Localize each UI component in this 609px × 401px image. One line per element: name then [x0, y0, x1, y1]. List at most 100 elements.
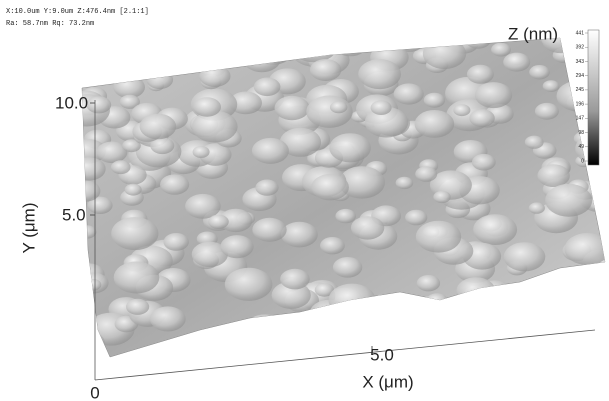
grain [208, 215, 229, 229]
grain [469, 109, 494, 127]
colorbar-label: 49 [578, 144, 584, 150]
grain [85, 279, 102, 291]
grain [69, 331, 105, 356]
grain [306, 96, 352, 128]
grain [503, 53, 530, 72]
grain [577, 270, 600, 286]
x-tick-label: 0 [90, 383, 99, 401]
grain [329, 28, 354, 45]
grain [160, 174, 189, 194]
grain [464, 20, 493, 40]
grain [395, 32, 424, 52]
grain [252, 218, 286, 242]
grain [529, 202, 545, 213]
roughness: Ra: 58.7nm Rq: 73.2nm [6, 20, 94, 28]
grain [525, 136, 544, 149]
grain [473, 214, 517, 245]
grain [244, 314, 286, 343]
grain [543, 80, 560, 92]
grain [405, 210, 427, 226]
grain [358, 59, 401, 89]
grain [475, 82, 512, 108]
colorbar-label: 343 [576, 59, 585, 65]
grain [326, 34, 346, 48]
y-tick-label: 10.0 [55, 93, 88, 112]
grain [281, 222, 318, 248]
grain [329, 284, 376, 317]
y-tick-label: 5.0 [62, 205, 86, 224]
grain [86, 96, 111, 113]
grain [310, 44, 328, 56]
grain [394, 83, 424, 104]
afm-figure: X:10.0um Y:9.0um Z:476.4nm [2.1:1] Ra: 5… [0, 0, 609, 401]
grain [467, 65, 494, 84]
grain [111, 217, 158, 250]
colorbar-label: 441 [576, 30, 585, 36]
grain [70, 180, 101, 201]
grain [371, 100, 392, 115]
grain [250, 34, 294, 65]
scan-info: X:10.0um Y:9.0um Z:476.4nm [2.1:1] [6, 8, 149, 16]
grain [301, 306, 345, 337]
grain [333, 257, 362, 278]
grain [290, 29, 337, 62]
grain [220, 235, 253, 258]
y-axis-title: Y (μm) [19, 202, 38, 253]
colorbar [588, 30, 599, 165]
colorbar-label: 392 [576, 45, 585, 51]
grain [566, 0, 592, 12]
grain [532, 289, 560, 309]
grain [320, 237, 345, 254]
grain [199, 65, 230, 87]
grain [164, 233, 189, 251]
grain [424, 93, 445, 108]
grain [198, 37, 225, 56]
colorbar-title: Z (nm) [508, 24, 558, 43]
colorbar-label: 0 [581, 158, 584, 164]
grain [508, 292, 537, 312]
grain [456, 277, 495, 304]
grain [193, 146, 210, 158]
grain [413, 16, 457, 47]
grain [252, 138, 289, 164]
x-tick-label: 5.0 [370, 345, 394, 364]
grain [417, 275, 440, 291]
grain [111, 32, 144, 55]
grain [411, 26, 443, 48]
grain [485, 309, 505, 323]
grain [329, 133, 371, 162]
grain [147, 71, 174, 90]
grain [416, 221, 461, 253]
grain [125, 184, 142, 196]
grain [117, 50, 139, 65]
grain [254, 78, 281, 97]
grain [567, 273, 609, 303]
grain [415, 166, 437, 181]
grain [111, 160, 131, 174]
colorbar-label: 245 [576, 87, 585, 93]
grain [444, 310, 460, 321]
grain [248, 29, 266, 42]
grain [412, 296, 456, 327]
grain [535, 103, 559, 120]
grain [166, 47, 187, 62]
grain [396, 177, 414, 189]
grain [126, 299, 149, 315]
grain [225, 268, 273, 301]
grain [472, 154, 496, 171]
grain [464, 8, 491, 27]
grain [330, 101, 347, 113]
grain [77, 225, 96, 238]
grain [217, 18, 247, 39]
grain [351, 216, 384, 239]
grain [135, 25, 175, 53]
grain [415, 110, 455, 138]
grain [280, 269, 310, 290]
grain [373, 295, 390, 307]
colorbar-label: 294 [576, 73, 585, 79]
colorbar-label: 196 [576, 101, 585, 107]
grain [335, 209, 356, 223]
grain [433, 191, 450, 203]
grain [310, 59, 341, 81]
grain [193, 97, 221, 117]
